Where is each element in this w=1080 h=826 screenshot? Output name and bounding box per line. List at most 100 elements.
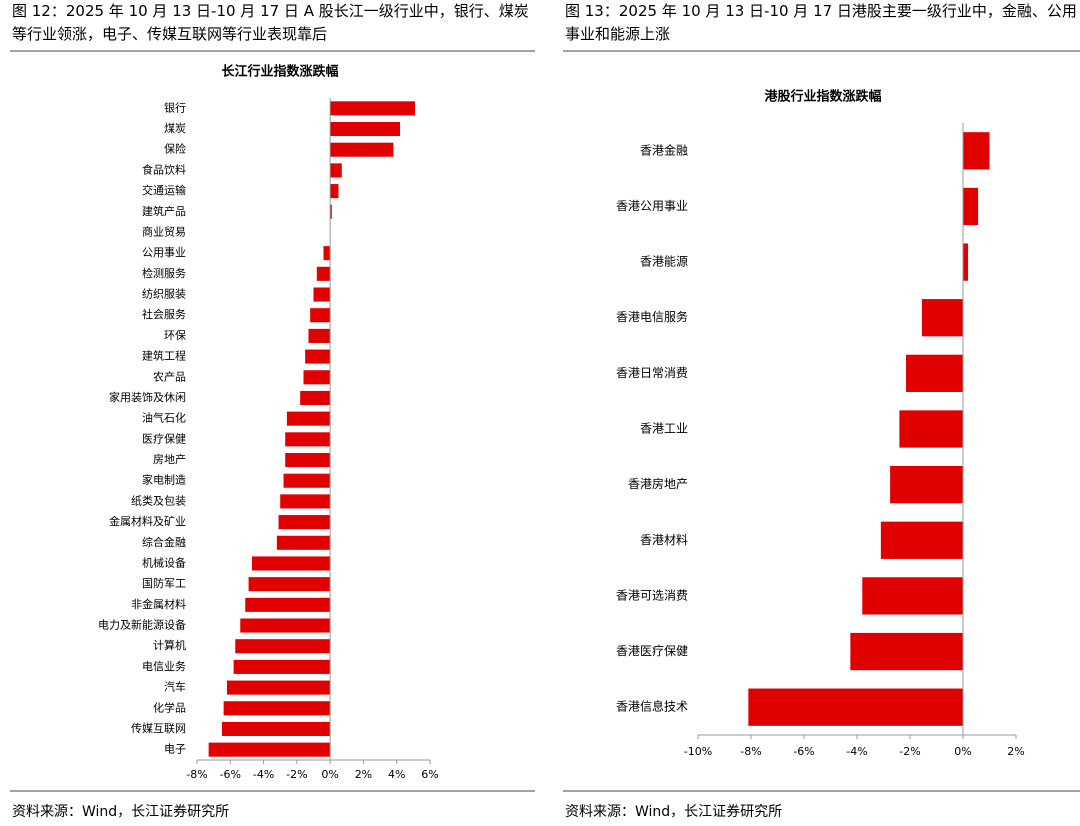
bar [963,132,990,170]
bar [330,142,394,157]
x-tick-label: 2% [355,768,372,781]
y-tick-label: 香港房地产 [628,476,688,491]
x-tick-label: -10% [684,745,712,758]
y-tick-label: 机械设备 [142,555,186,569]
bar [278,515,331,530]
y-tick-label: 香港公用事业 [616,199,688,213]
x-tick-label: -8% [740,745,761,758]
x-tick-label: 6% [421,768,438,781]
bar [300,390,331,406]
y-tick-label: 商业贸易 [142,224,186,238]
x-tick-label: 4% [388,768,405,781]
bar [313,287,331,302]
bar [330,101,416,116]
bar [208,742,331,757]
y-tick-label: 家用装饰及休闲 [109,390,186,404]
bar [330,184,339,199]
y-tick-label: 汽车 [164,680,186,694]
y-tick-label: 食品饮料 [142,162,186,176]
bar [316,266,331,281]
bar [285,432,331,447]
y-tick-label: 综合金融 [142,535,186,549]
y-tick-label: 计算机 [153,638,186,652]
x-tick-label: 0% [321,768,338,781]
y-tick-label: 油气石化 [142,411,186,425]
source-note: 资料来源：Wind，长江证券研究所 [565,804,782,820]
chart-title: 港股行业指数涨跌幅 [764,89,881,105]
bar [921,299,963,337]
y-tick-label: 纸类及包装 [131,493,186,507]
x-tick-label: -6% [220,768,241,781]
bar [285,452,331,468]
bar [906,354,963,393]
bar [240,618,331,633]
bar [221,721,331,737]
bar [283,473,331,488]
y-tick-label: 保险 [164,142,186,156]
bar [280,494,331,509]
x-tick-label: -6% [793,745,814,758]
y-tick-label: 家电制造 [142,473,186,487]
y-tick-label: 传媒互联网 [131,722,186,735]
figure-caption: 图 13：2025 年 10 月 13 日-10 月 17 日港股主要一级行业中… [565,2,1077,43]
y-tick-label: 非金属材料 [131,597,186,611]
y-tick-label: 检测服务 [142,266,186,280]
y-tick-label: 银行 [164,100,186,114]
bar [330,121,401,137]
y-tick-label: 交通运输 [142,183,186,197]
y-tick-label: 医疗保健 [142,431,186,445]
bar [223,701,331,716]
bar [748,688,963,726]
x-tick-label: 0% [954,745,971,758]
bar [226,680,331,695]
x-tick-label: -4% [846,745,867,758]
y-tick-label: 纺织服装 [142,287,186,301]
bar [286,411,331,426]
y-tick-label: 香港工业 [640,422,688,436]
y-tick-label: 香港医疗保健 [616,644,688,658]
bar [323,246,331,261]
y-tick-label: 环保 [164,328,186,342]
bar [963,243,969,281]
y-tick-label: 香港材料 [640,533,688,547]
bar [245,597,331,612]
y-tick-label: 房地产 [153,452,186,466]
bar [308,328,331,343]
y-tick-label: 电信业务 [142,660,186,673]
chart-title: 长江行业指数涨跌幅 [221,64,338,80]
x-tick-label: -2% [286,768,307,781]
bar [880,521,963,559]
bar [305,349,331,364]
bar [303,370,331,385]
y-tick-label: 电子 [164,743,186,756]
y-tick-label: 香港日常消费 [616,366,688,380]
y-tick-label: 建筑产品 [142,204,186,218]
bar [235,639,331,654]
y-tick-label: 国防军工 [142,576,186,590]
bar [890,465,963,504]
y-tick-label: 化学品 [153,700,186,714]
bar [963,187,979,226]
x-tick-label: -8% [186,768,207,781]
y-tick-label: 公用事业 [142,246,186,259]
source-note: 资料来源：Wind，长江证券研究所 [12,804,229,820]
y-tick-label: 香港可选消费 [616,588,688,602]
y-tick-label: 金属材料及矿业 [109,514,186,528]
x-tick-label: -2% [899,745,920,758]
bar [330,204,332,219]
figure-caption: 图 12：2025 年 10 月 13 日-10 月 17 日 A 股长江一级行… [12,2,529,43]
x-tick-label: -4% [253,768,274,781]
y-tick-label: 香港能源 [640,255,688,269]
x-tick-label: 2% [1007,745,1024,758]
bar [850,632,963,671]
bar [276,535,331,550]
y-tick-label: 农产品 [153,369,186,383]
y-tick-label: 电力及新能源设备 [98,618,186,632]
y-tick-label: 建筑工程 [142,349,186,363]
y-tick-label: 香港信息技术 [616,699,688,714]
bar [862,577,963,615]
y-tick-label: 香港金融 [640,142,688,157]
